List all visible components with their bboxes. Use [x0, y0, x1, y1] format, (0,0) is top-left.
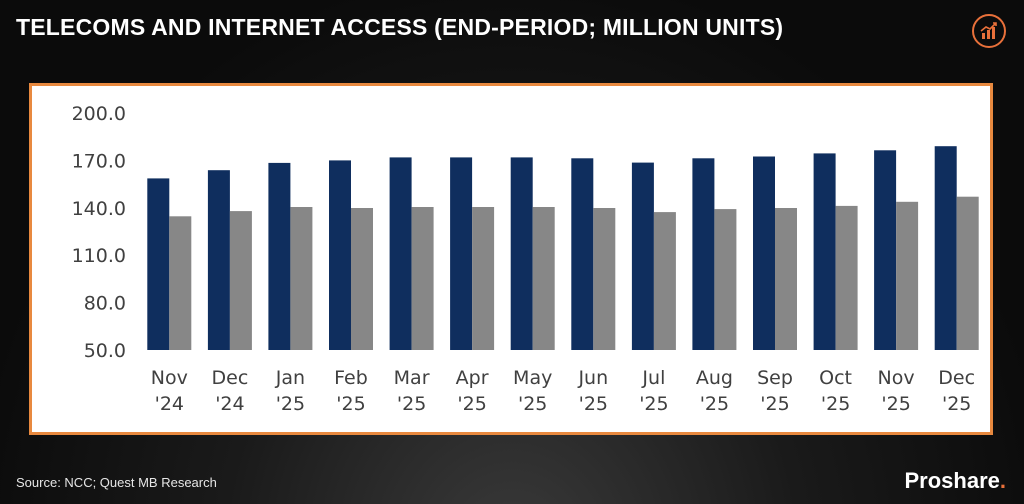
x-tick-label: Feb	[334, 367, 368, 389]
x-tick-label-year: '25	[457, 393, 486, 415]
x-tick-label: Dec	[938, 367, 975, 389]
bar-series-2	[169, 216, 192, 350]
bar-series-1	[934, 146, 957, 350]
x-tick-label-year: '25	[579, 393, 608, 415]
x-tick-label-year: '24	[215, 393, 244, 415]
page-title: TELECOMS AND INTERNET ACCESS (END-PERIOD…	[16, 14, 784, 40]
y-tick-label: 140.0	[72, 198, 126, 220]
x-tick-label: Aug	[696, 367, 733, 389]
bar-series-2	[411, 207, 434, 350]
x-tick-label: Apr	[456, 367, 489, 389]
x-tick-label: Nov	[151, 367, 188, 389]
brand-name: Proshare	[904, 468, 1000, 493]
x-tick-label: Dec	[212, 367, 249, 389]
x-tick-label-year: '25	[397, 393, 426, 415]
source-note: Source: NCC; Quest MB Research	[16, 475, 217, 490]
bar-series-1	[571, 158, 594, 350]
bar-series-2	[835, 205, 858, 350]
logo-badge	[972, 14, 1006, 48]
bar-series-2	[714, 209, 737, 350]
x-tick-label-year: '25	[518, 393, 547, 415]
growth-chart-icon	[980, 22, 997, 39]
y-tick-label: 80.0	[84, 293, 126, 315]
bar-series-1	[874, 150, 897, 350]
x-tick-label: Jun	[577, 367, 608, 389]
x-tick-label-year: '25	[276, 393, 305, 415]
bar-series-1	[510, 157, 533, 350]
x-tick-label-year: '25	[821, 393, 850, 415]
x-tick-label: Jul	[641, 367, 665, 389]
x-tick-label: Nov	[878, 367, 915, 389]
x-tick-label: Sep	[757, 367, 793, 389]
bar-series-1	[268, 162, 291, 350]
x-tick-label: Mar	[394, 367, 430, 389]
x-tick-label-year: '25	[336, 393, 365, 415]
x-tick-label-year: '25	[700, 393, 729, 415]
bar-series-2	[896, 201, 919, 350]
brand-dot: .	[999, 468, 1006, 493]
brand-logo: Proshare.	[904, 468, 1006, 494]
bar-series-2	[775, 208, 797, 350]
bar-series-1	[329, 160, 351, 350]
x-tick-label-year: '25	[760, 393, 789, 415]
bar-series-1	[207, 170, 230, 350]
bar-series-1	[147, 178, 170, 350]
bar-series-2	[956, 196, 979, 350]
bar-series-2	[532, 207, 555, 350]
bar-series-1	[450, 157, 473, 350]
bar-series-2	[229, 211, 252, 350]
bar-series-2	[290, 207, 313, 350]
bar-series-2	[593, 208, 616, 350]
bar-series-1	[631, 162, 654, 350]
bar-series-2	[472, 207, 495, 350]
x-tick-label-year: '25	[881, 393, 910, 415]
x-tick-label-year: '24	[155, 393, 184, 415]
x-tick-label-year: '25	[639, 393, 668, 415]
y-tick-label: 200.0	[72, 103, 126, 125]
y-tick-label: 50.0	[84, 340, 126, 362]
x-tick-label: Oct	[819, 367, 852, 389]
bar-chart: 200.0 170.0 140.0 110.0 80.0 50.0 Nov '24 Dec '24…	[72, 103, 979, 415]
bar-series-2	[653, 212, 676, 350]
x-tick-label: May	[513, 367, 552, 389]
bar-series-1	[813, 153, 836, 350]
x-tick-label: Jan	[275, 367, 305, 389]
bar-series-1	[389, 157, 412, 350]
x-tick-label-year: '25	[942, 393, 971, 415]
y-tick-label: 170.0	[72, 150, 126, 172]
bar-series-2	[351, 208, 373, 350]
bar-series-1	[692, 158, 715, 350]
y-tick-label: 110.0	[72, 245, 126, 267]
chart-frame: 200.0 170.0 140.0 110.0 80.0 50.0 Nov '24 Dec '24…	[29, 83, 993, 435]
bar-series-1	[753, 156, 775, 350]
